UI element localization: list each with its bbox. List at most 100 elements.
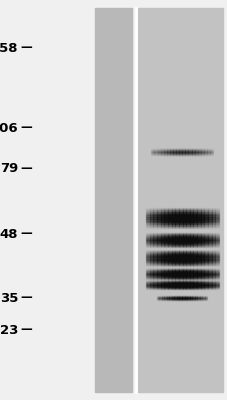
Bar (160, 240, 164, 241)
Bar (189, 239, 192, 240)
Bar (214, 225, 218, 226)
Bar (214, 238, 218, 239)
Bar (156, 213, 160, 214)
Bar (203, 254, 207, 255)
Bar (207, 218, 211, 219)
Bar (207, 234, 211, 235)
Bar (164, 246, 167, 247)
Bar (164, 219, 167, 220)
Bar (182, 213, 185, 214)
Bar (178, 264, 182, 265)
Bar (185, 215, 189, 216)
Bar (175, 212, 178, 213)
Bar (211, 223, 214, 224)
Bar (182, 256, 185, 257)
Bar (207, 209, 211, 210)
Bar (167, 208, 171, 209)
Bar (196, 235, 200, 236)
Bar (164, 259, 167, 260)
Bar (167, 238, 171, 239)
Bar (178, 236, 182, 237)
Bar (164, 214, 167, 215)
Bar (214, 262, 218, 263)
Bar (200, 265, 203, 266)
Bar (153, 227, 156, 228)
Bar (189, 240, 192, 241)
Bar (149, 264, 153, 265)
Bar (185, 237, 189, 238)
Bar (178, 239, 182, 240)
Bar (192, 245, 196, 246)
Bar (149, 208, 153, 209)
Bar (164, 254, 167, 255)
Bar (182, 216, 185, 217)
Bar (189, 220, 192, 221)
Bar (185, 257, 189, 258)
Bar (200, 214, 203, 215)
Bar (214, 212, 218, 213)
Bar (164, 242, 167, 243)
Bar (207, 251, 211, 252)
Bar (211, 259, 214, 260)
Bar (156, 256, 160, 257)
Bar (160, 260, 164, 261)
Bar (153, 217, 156, 218)
Bar (214, 251, 218, 252)
Bar (207, 239, 211, 240)
Bar (171, 221, 175, 222)
Bar (182, 245, 185, 246)
Bar (192, 218, 196, 219)
Bar (153, 209, 156, 210)
Bar (207, 219, 211, 220)
Text: —: — (20, 324, 32, 336)
Bar (200, 241, 203, 242)
Bar (189, 213, 192, 214)
Bar (189, 261, 192, 262)
Bar (156, 264, 160, 265)
Bar (196, 257, 200, 258)
Bar (192, 226, 196, 227)
Bar (214, 244, 218, 245)
Bar (153, 236, 156, 237)
Bar (200, 225, 203, 226)
Bar (185, 234, 189, 235)
Bar (153, 208, 156, 209)
Bar (196, 246, 200, 247)
Bar (167, 242, 171, 243)
Bar (146, 239, 149, 240)
Bar (167, 256, 171, 257)
Bar (160, 242, 164, 243)
Bar (171, 220, 175, 221)
Bar (192, 215, 196, 216)
Bar (203, 245, 207, 246)
Bar (207, 210, 211, 211)
Bar (185, 264, 189, 265)
Bar (171, 226, 175, 227)
Bar (153, 253, 156, 254)
Bar (156, 218, 160, 219)
Bar (171, 211, 175, 212)
Bar (211, 211, 214, 212)
Bar (214, 239, 218, 240)
Bar (185, 208, 189, 209)
Bar (189, 234, 192, 235)
Bar (156, 255, 160, 256)
Bar (185, 241, 189, 242)
Bar (146, 209, 149, 210)
Bar (167, 241, 171, 242)
Bar (167, 243, 171, 244)
Bar (171, 236, 175, 237)
Bar (164, 265, 167, 266)
Bar (185, 224, 189, 225)
Bar (207, 256, 211, 257)
Bar (189, 258, 192, 259)
Bar (167, 218, 171, 219)
Bar (146, 257, 149, 258)
Bar (156, 209, 160, 210)
Bar (178, 255, 182, 256)
Bar (196, 263, 200, 264)
Bar (146, 212, 149, 213)
Bar (203, 235, 207, 236)
Bar (167, 236, 171, 237)
Bar (153, 219, 156, 220)
